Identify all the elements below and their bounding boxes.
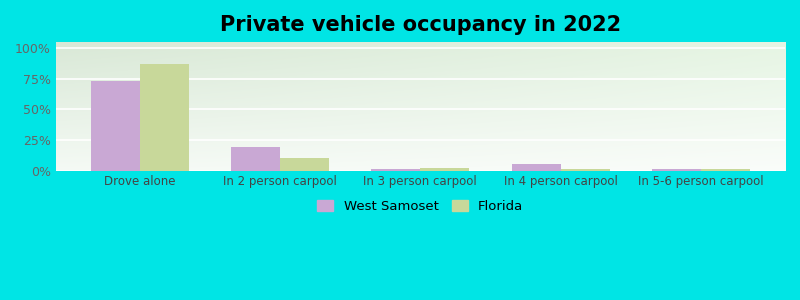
Title: Private vehicle occupancy in 2022: Private vehicle occupancy in 2022 (220, 15, 621, 35)
Bar (701, 169, 750, 171)
Legend: West Samoset, Florida: West Samoset, Florida (312, 194, 529, 218)
Bar (90, 81, 140, 171)
Bar (231, 147, 280, 171)
Bar (280, 158, 330, 171)
Bar (420, 168, 470, 171)
Bar (140, 64, 189, 171)
Bar (511, 164, 561, 171)
Bar (652, 169, 701, 171)
Bar (561, 169, 610, 171)
Bar (371, 169, 420, 171)
